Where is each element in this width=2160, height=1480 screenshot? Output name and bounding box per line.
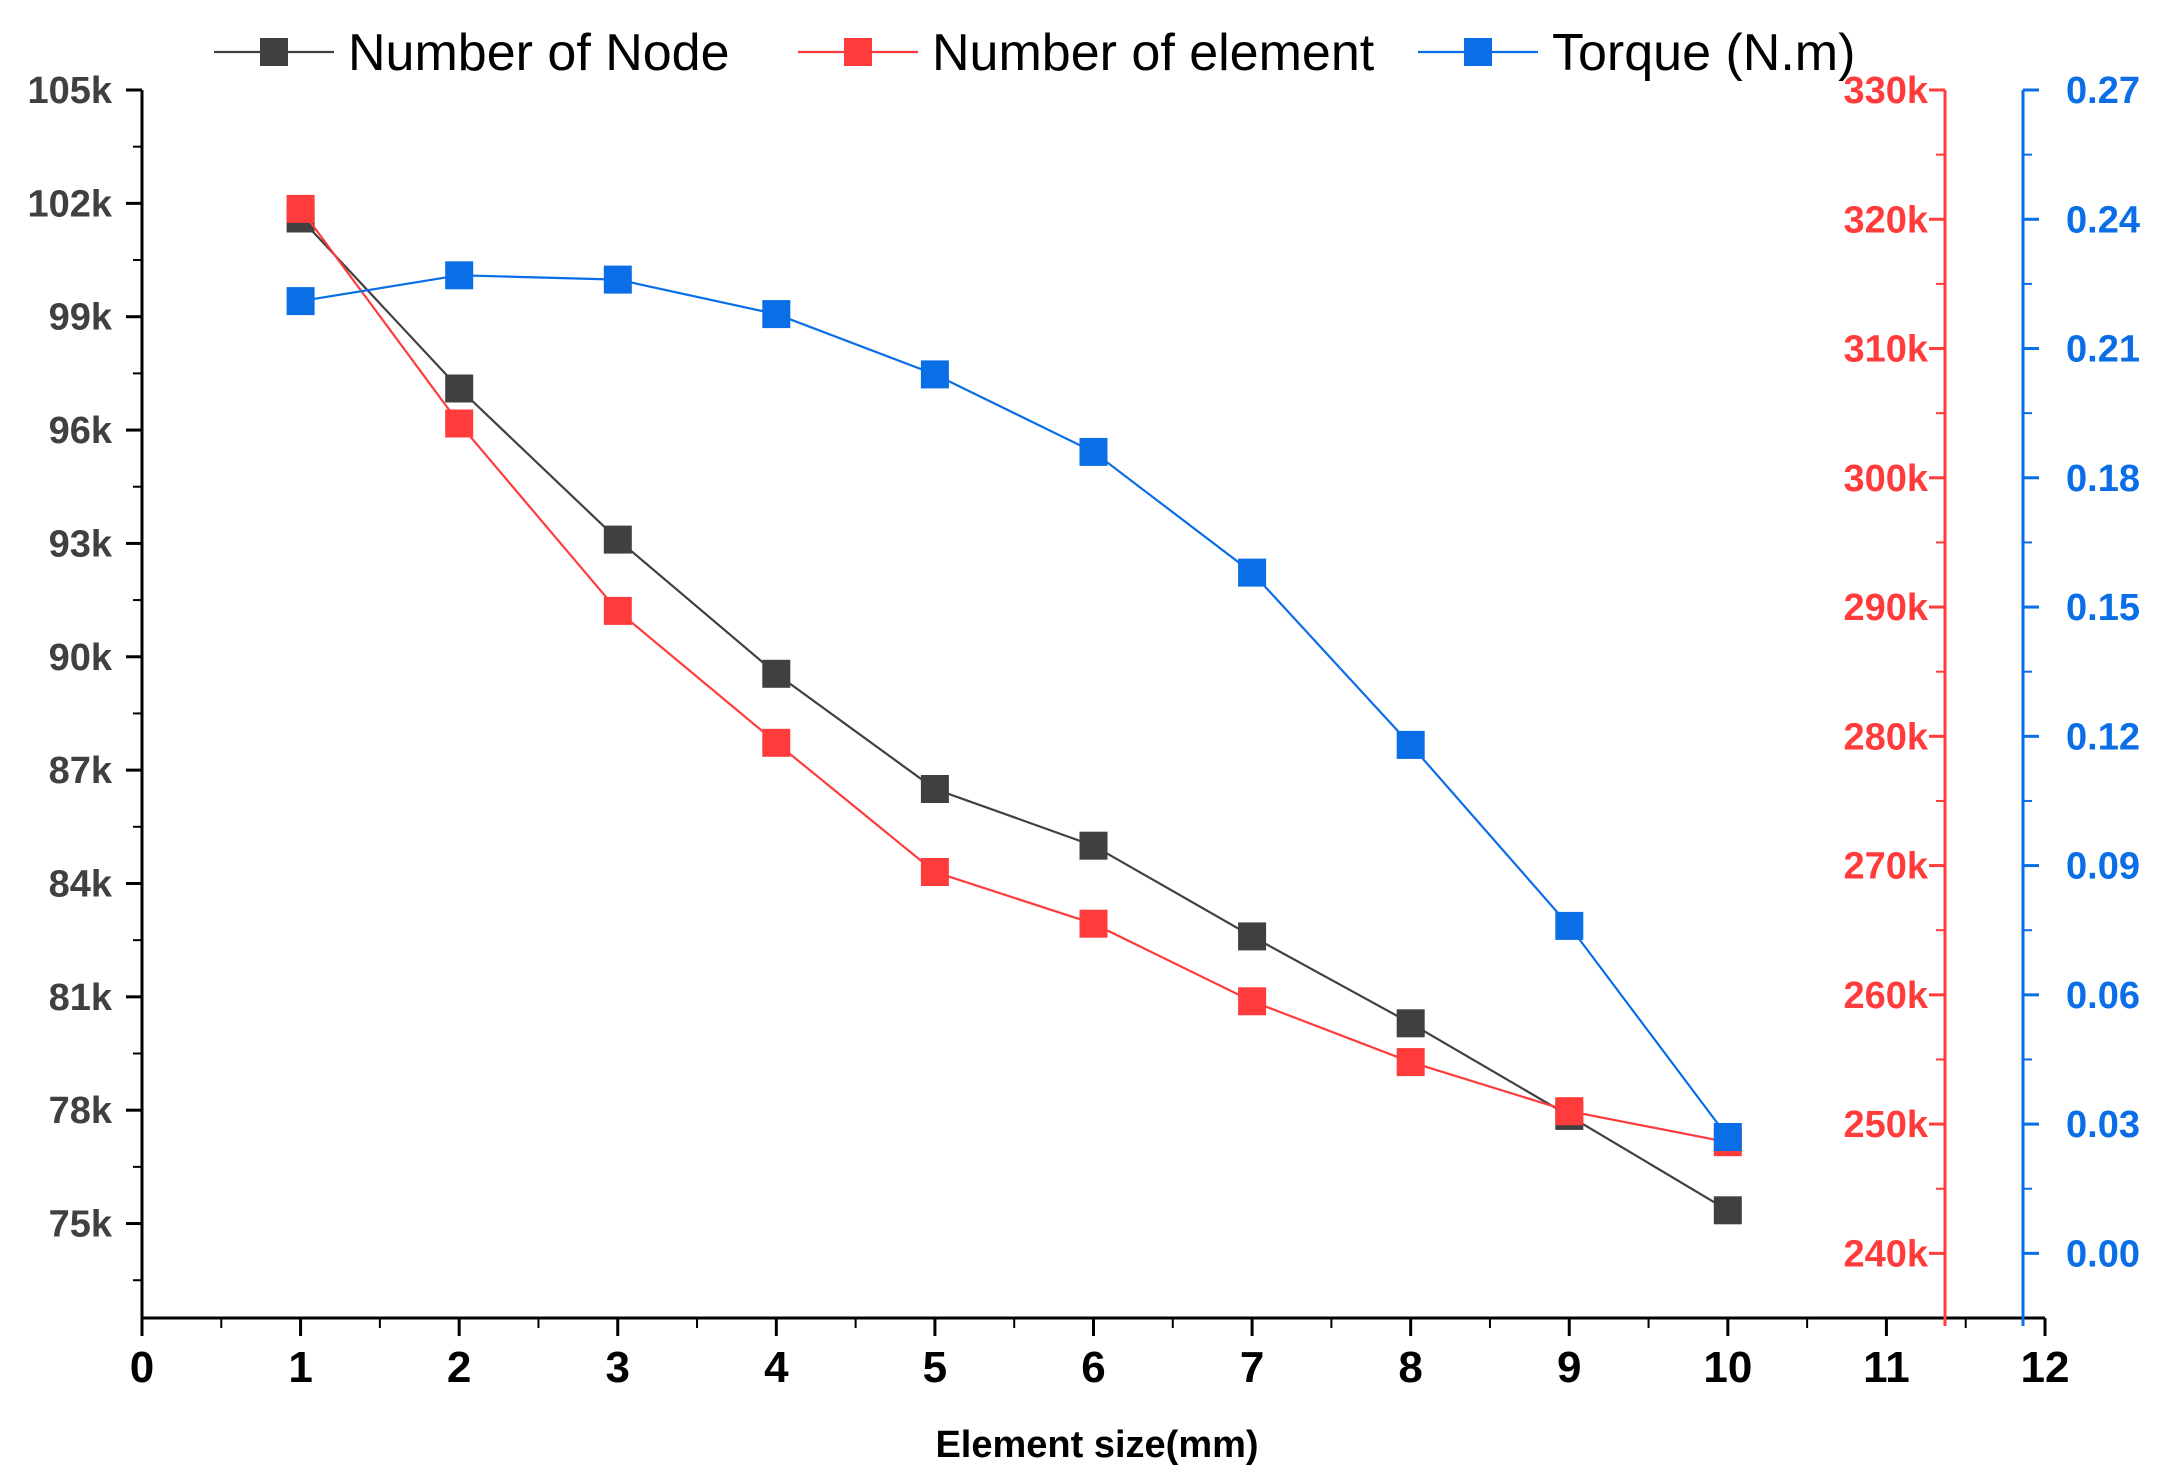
y-element-tick-label: 310k	[1843, 329, 1928, 371]
y-element-tick-label: 270k	[1843, 846, 1928, 888]
data-point-number-of-node	[1079, 831, 1108, 860]
data-point-torque-n-m	[920, 360, 949, 389]
x-axis-label: Element size(mm)	[935, 1424, 1258, 1466]
x-tick-label: 2	[447, 1343, 471, 1392]
y-torque-tick-label: 0.21	[2066, 329, 2140, 371]
data-point-number-of-element	[920, 858, 949, 886]
data-point-number-of-node	[1713, 1196, 1742, 1225]
y-torque-tick-label: 0.24	[2066, 199, 2140, 241]
x-tick-label: 12	[2021, 1343, 2070, 1392]
series-number-of-node	[286, 204, 1742, 1225]
series-layer	[286, 194, 1742, 1225]
y-element-tick-label: 250k	[1843, 1104, 1928, 1146]
data-point-number-of-element	[1396, 1048, 1425, 1077]
data-point-number-of-element	[1555, 1097, 1584, 1126]
y-torque-tick-label: 0.03	[2066, 1104, 2140, 1146]
y-element-tick-label: 330k	[1843, 70, 1928, 112]
data-point-number-of-element	[603, 596, 632, 625]
y-element-tick-label: 290k	[1843, 587, 1928, 629]
y-left-tick-label: 93k	[49, 523, 113, 565]
x-tick-label: 11	[1863, 1343, 1910, 1392]
x-tick-label: 1	[288, 1343, 312, 1392]
data-point-number-of-element	[762, 728, 791, 757]
y-left-tick-label: 105k	[27, 70, 112, 112]
data-point-torque-n-m	[1238, 558, 1267, 587]
series-line-torque-n-m	[300, 274, 1729, 1138]
y-element-tick-label: 260k	[1843, 975, 1928, 1017]
legend-label: Torque (N.m)	[1552, 24, 1855, 82]
x-tick-label: 0	[130, 1343, 154, 1392]
data-point-torque-n-m	[603, 265, 632, 294]
data-point-torque-n-m	[445, 261, 474, 290]
x-tick-label: 5	[923, 1343, 947, 1392]
y-left-tick-label: 87k	[49, 750, 113, 792]
data-point-number-of-node	[762, 659, 791, 688]
y-left-tick-label: 81k	[49, 977, 113, 1019]
data-point-torque-n-m	[286, 287, 315, 316]
legend-marker	[844, 38, 872, 66]
legend-entry-number-of-element: Number of element	[798, 24, 1375, 82]
data-point-number-of-element	[1079, 909, 1108, 938]
y-element-tick-label: 240k	[1843, 1233, 1928, 1275]
y-torque-tick-label: 0.18	[2066, 458, 2140, 500]
y-left-tick-label: 90k	[49, 637, 113, 679]
y-torque-tick-label: 0.27	[2066, 70, 2140, 112]
data-point-torque-n-m	[1396, 730, 1425, 759]
y-left-tick-label: 96k	[49, 410, 113, 452]
x-tick-label: 8	[1398, 1343, 1422, 1392]
y-torque-tick-label: 0.06	[2066, 975, 2140, 1017]
data-point-number-of-node	[603, 525, 632, 554]
y-left-tick-label: 102k	[27, 183, 112, 225]
data-point-number-of-node	[1238, 922, 1267, 951]
legend-entry-torque-n-m: Torque (N.m)	[1418, 24, 1855, 82]
data-point-number-of-element	[286, 194, 315, 223]
data-point-number-of-node	[445, 374, 474, 403]
y-torque-tick-label: 0.15	[2066, 587, 2140, 629]
series-number-of-element	[286, 194, 1742, 1157]
data-point-torque-n-m	[1555, 911, 1584, 940]
x-tick-label: 10	[1703, 1343, 1752, 1392]
y-element-tick-label: 300k	[1843, 458, 1928, 500]
series-torque-n-m	[286, 261, 1742, 1151]
x-tick-label: 4	[764, 1343, 789, 1392]
y-element-tick-label: 320k	[1843, 199, 1928, 241]
x-tick-label: 3	[606, 1343, 630, 1392]
x-tick-label: 9	[1557, 1343, 1581, 1392]
y-torque-tick-label: 0.00	[2066, 1233, 2140, 1275]
data-point-torque-n-m	[1079, 437, 1108, 466]
legend-marker	[260, 38, 288, 66]
x-tick-label: 7	[1240, 1343, 1264, 1392]
data-point-torque-n-m	[1713, 1123, 1742, 1151]
series-line-number-of-node	[299, 217, 1729, 1212]
y-left-tick-label: 84k	[49, 863, 113, 905]
data-point-number-of-node	[920, 775, 949, 803]
y-torque-tick-label: 0.09	[2066, 846, 2140, 888]
legend-entry-number-of-node: Number of Node	[214, 24, 730, 82]
data-point-torque-n-m	[762, 300, 791, 329]
y-left-tick-label: 78k	[49, 1090, 113, 1132]
x-tick-label: 6	[1081, 1343, 1105, 1392]
legend-label: Number of Node	[348, 24, 730, 82]
y-left-tick-label: 99k	[49, 297, 113, 339]
legend-marker	[1464, 38, 1492, 66]
data-point-number-of-element	[445, 409, 474, 438]
y-torque-tick-label: 0.12	[2066, 716, 2140, 758]
y-element-tick-label: 280k	[1843, 716, 1928, 758]
data-point-number-of-node	[1396, 1009, 1425, 1038]
y-left-tick-label: 75k	[49, 1204, 113, 1246]
series-line-number-of-element	[299, 208, 1729, 1144]
legend: Number of Node Number of element Torque (N…	[214, 24, 1855, 82]
legend-label: Number of element	[932, 24, 1375, 82]
data-point-number-of-element	[1238, 987, 1267, 1016]
